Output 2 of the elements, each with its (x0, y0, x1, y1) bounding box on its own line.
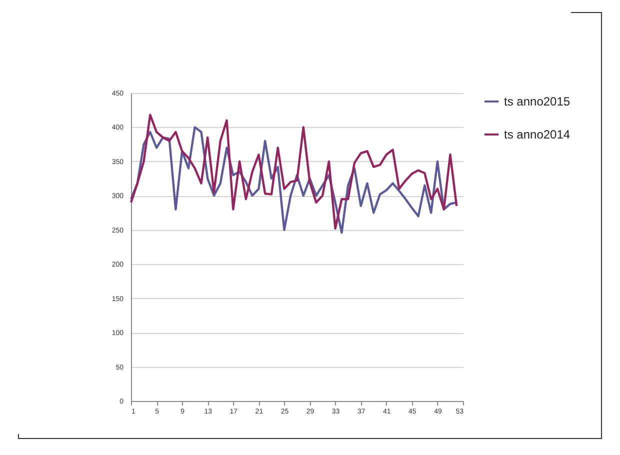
legend-label: ts anno2014 (504, 128, 570, 142)
legend-label: ts anno2015 (504, 94, 570, 108)
